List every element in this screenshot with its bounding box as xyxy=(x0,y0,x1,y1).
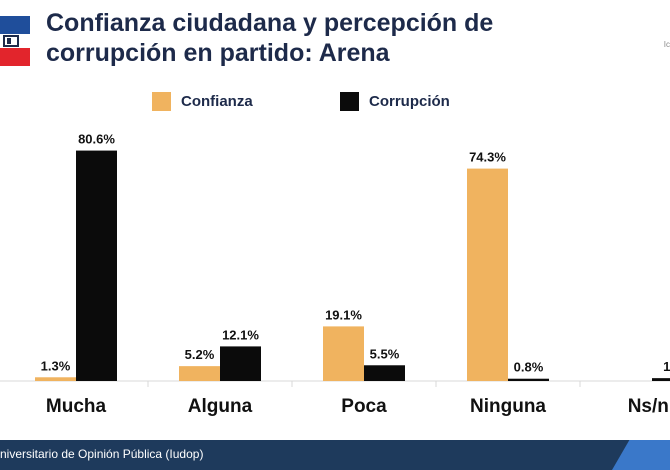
data-label-confianza-mucha: 1.3% xyxy=(41,358,71,373)
legend-swatch-corrupcion xyxy=(340,92,359,111)
category-label-ninguna: Ninguna xyxy=(470,396,546,417)
bar-corrupcion-alguna xyxy=(220,346,261,381)
legend: Confianza Corrupción xyxy=(0,92,670,114)
bar-corrupcion-mucha xyxy=(76,150,117,381)
bar-confianza-poca xyxy=(323,326,364,381)
data-label-corrupcion-alguna: 12.1% xyxy=(222,327,259,342)
corner-mark: Ic xyxy=(663,40,670,49)
category-label-alguna: Alguna xyxy=(188,396,253,417)
data-label-confianza-poca: 19.1% xyxy=(325,307,362,322)
data-label-corrupcion-poca: 5.5% xyxy=(370,346,400,361)
bar-chart: 1.3% 80.6% Mucha 5.2% 12.1% Alguna 19.1% 5.5% Po… xyxy=(0,132,670,417)
data-label-corrupcion-ns-nr: 1% xyxy=(663,359,670,374)
page-title: Confianza ciudadana y percepción de corr… xyxy=(46,9,494,67)
data-label-confianza-alguna: 5.2% xyxy=(185,347,215,362)
bar-corrupcion-ninguna xyxy=(508,378,549,381)
bar-confianza-mucha xyxy=(35,377,76,381)
footer-accent xyxy=(612,440,670,470)
category-label-ns-nr: Ns/nr xyxy=(628,396,670,417)
legend-item-corrupcion: Corrupción xyxy=(340,92,450,111)
bar-confianza-ninguna xyxy=(467,168,508,381)
bar-corrupcion-ns-nr xyxy=(652,378,670,381)
data-label-corrupcion-mucha: 80.6% xyxy=(78,132,115,147)
legend-label-confianza: Confianza xyxy=(181,93,253,110)
bar-confianza-alguna xyxy=(179,366,220,381)
footer-bar: niversitario de Opinión Pública (Iudop) xyxy=(0,440,670,470)
legend-swatch-confianza xyxy=(152,92,171,111)
footer-text: niversitario de Opinión Pública (Iudop) xyxy=(0,447,204,461)
category-label-mucha: Mucha xyxy=(46,396,107,417)
data-label-confianza-ninguna: 74.3% xyxy=(469,150,506,165)
legend-item-confianza: Confianza xyxy=(152,92,253,111)
data-label-corrupcion-ninguna: 0.8% xyxy=(514,360,544,375)
legend-label-corrupcion: Corrupción xyxy=(369,93,450,110)
flag-logo xyxy=(0,16,30,66)
bar-corrupcion-poca xyxy=(364,365,405,381)
category-label-poca: Poca xyxy=(341,396,387,417)
